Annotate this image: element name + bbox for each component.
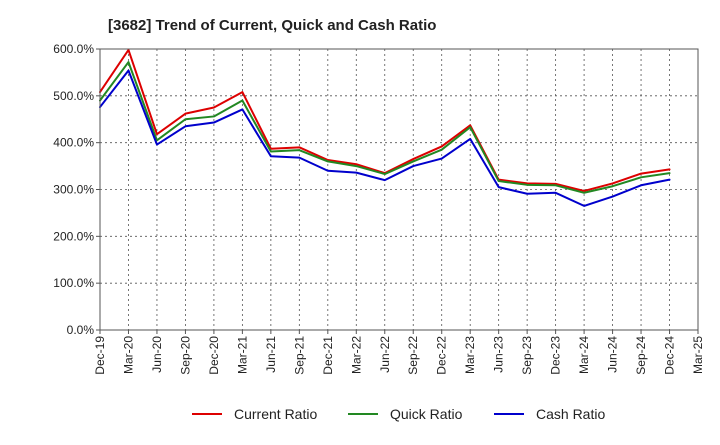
series-line-cash-ratio bbox=[99, 69, 671, 207]
plot-frame bbox=[99, 48, 699, 331]
x-tick-label: Dec-23 bbox=[549, 336, 563, 375]
x-tick-label: Dec-22 bbox=[435, 336, 449, 375]
y-tick-label: 200.0% bbox=[53, 229, 94, 243]
x-tick-label: Sep-24 bbox=[634, 336, 648, 375]
y-tick-label: 600.0% bbox=[53, 42, 94, 56]
x-tick-label: Jun-21 bbox=[264, 336, 278, 373]
legend-label-quick-ratio: Quick Ratio bbox=[390, 406, 463, 422]
x-tick-label: Mar-24 bbox=[577, 336, 591, 374]
y-axis: 0.0% 100.0% 200.0% 300.0% 400.0% 500.0% 600.0% bbox=[53, 42, 100, 337]
x-tick-label: Sep-20 bbox=[178, 336, 192, 375]
legend-label-current-ratio: Current Ratio bbox=[234, 406, 317, 422]
y-tick-label: 400.0% bbox=[53, 136, 94, 150]
y-tick-label: 0.0% bbox=[67, 323, 95, 337]
x-tick-label: Mar-25 bbox=[691, 336, 705, 374]
x-tick-label: Jun-22 bbox=[378, 336, 392, 373]
x-tick-label: Dec-20 bbox=[207, 336, 221, 375]
x-tick-label: Jun-23 bbox=[492, 336, 506, 373]
x-tick-label: Jun-20 bbox=[150, 336, 164, 373]
x-tick-label: Mar-21 bbox=[235, 336, 249, 374]
x-tick-label: Mar-20 bbox=[121, 336, 135, 374]
legend: Current Ratio Quick Ratio Cash Ratio bbox=[192, 406, 605, 422]
x-tick-label: Mar-22 bbox=[349, 336, 363, 374]
x-axis: Dec-19 Mar-20 Jun-20 Sep-20 Dec-20 Mar-21 Jun-… bbox=[93, 330, 705, 375]
y-tick-label: 100.0% bbox=[53, 276, 94, 290]
x-tick-label: Dec-24 bbox=[663, 336, 677, 375]
x-tick-label: Sep-21 bbox=[292, 336, 306, 375]
x-tick-label: Sep-22 bbox=[406, 336, 420, 375]
y-tick-label: 300.0% bbox=[53, 183, 94, 197]
series-layer bbox=[99, 48, 671, 207]
x-tick-label: Jun-24 bbox=[606, 336, 620, 373]
y-tick-label: 500.0% bbox=[53, 89, 94, 103]
series-line-quick-ratio bbox=[99, 61, 671, 194]
x-tick-label: Dec-21 bbox=[321, 336, 335, 375]
x-tick-label: Sep-23 bbox=[520, 336, 534, 375]
x-tick-label: Dec-19 bbox=[93, 336, 107, 375]
x-tick-label: Mar-23 bbox=[463, 336, 477, 374]
chart-title: [3682] Trend of Current, Quick and Cash … bbox=[108, 17, 436, 34]
legend-label-cash-ratio: Cash Ratio bbox=[536, 406, 605, 422]
grid-layer bbox=[100, 49, 698, 330]
